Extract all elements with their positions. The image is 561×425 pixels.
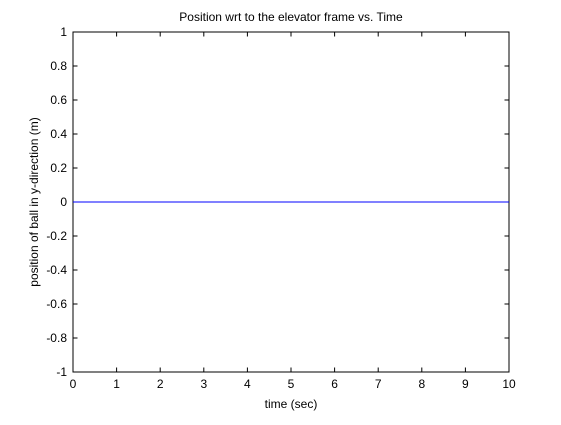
y-tick-label: 0.2 xyxy=(50,161,67,175)
x-ticks: 0 1 2 3 4 5 6 7 8 9 10 xyxy=(70,32,516,391)
x-tick-label: 10 xyxy=(502,377,516,391)
y-tick-label: -1 xyxy=(56,365,67,379)
x-tick-label: 9 xyxy=(462,377,469,391)
x-tick-label: 8 xyxy=(418,377,425,391)
y-tick-label: -0.2 xyxy=(46,229,67,243)
y-tick-label: -0.6 xyxy=(46,297,67,311)
x-tick-label: 7 xyxy=(375,377,382,391)
y-ticks: -1 -0.8 -0.6 -0.4 -0.2 0 0.2 0.4 0.6 0.8 1 xyxy=(46,25,509,379)
x-tick-label: 5 xyxy=(288,377,295,391)
y-tick-label: -0.8 xyxy=(46,331,67,345)
x-axis-label: time (sec) xyxy=(265,397,318,411)
x-tick-label: 1 xyxy=(113,377,120,391)
x-tick-label: 3 xyxy=(200,377,207,391)
y-tick-label: 1 xyxy=(60,25,67,39)
y-tick-label: 0.8 xyxy=(50,59,67,73)
y-tick-label: 0 xyxy=(60,195,67,209)
x-tick-label: 4 xyxy=(244,377,251,391)
y-tick-label: 0.4 xyxy=(50,127,67,141)
x-tick-label: 0 xyxy=(70,377,77,391)
y-tick-label: 0.6 xyxy=(50,93,67,107)
chart-title: Position wrt to the elevator frame vs. T… xyxy=(179,10,403,24)
x-tick-label: 6 xyxy=(331,377,338,391)
y-tick-label: -0.4 xyxy=(46,263,67,277)
x-tick-label: 2 xyxy=(157,377,164,391)
y-axis-label: position of ball in y-direction (m) xyxy=(27,117,41,286)
